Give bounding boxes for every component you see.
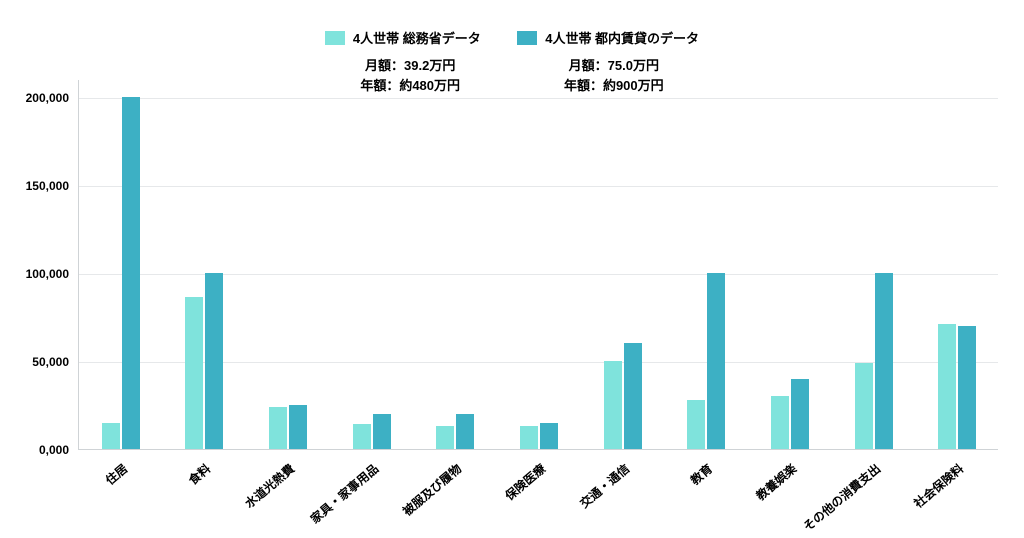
y-tick-label: 100,000 bbox=[26, 267, 79, 281]
plot-area: 0,00050,000100,000150,000200,000 bbox=[78, 80, 998, 450]
legend-swatch-b bbox=[517, 31, 537, 45]
bar-series-a bbox=[604, 361, 622, 449]
legend-swatch-a bbox=[325, 31, 345, 45]
legend-label-b: 4人世帯 都内賃貸のデータ bbox=[545, 28, 699, 47]
bar-series-a bbox=[353, 424, 371, 449]
bar-series-b bbox=[791, 379, 809, 449]
bar-series-b bbox=[289, 405, 307, 449]
bar-series-a bbox=[520, 426, 538, 449]
bar-series-a bbox=[938, 324, 956, 449]
y-tick-label: 150,000 bbox=[26, 179, 79, 193]
bar-series-b bbox=[373, 414, 391, 449]
gridline bbox=[79, 98, 998, 99]
legend-item-series-a: 4人世帯 総務省データ bbox=[325, 28, 481, 47]
legend-label-a: 4人世帯 総務省データ bbox=[353, 28, 481, 47]
bar-series-b bbox=[122, 97, 140, 449]
y-tick-label: 50,000 bbox=[32, 355, 79, 369]
legend-sub-b-monthly: 月額：75.0万円 bbox=[514, 56, 714, 77]
bar-series-b bbox=[958, 326, 976, 449]
legend-item-series-b: 4人世帯 都内賃貸のデータ bbox=[517, 28, 699, 47]
bar-series-a bbox=[269, 407, 287, 449]
bar-series-a bbox=[185, 297, 203, 449]
household-expense-chart: 4人世帯 総務省データ 4人世帯 都内賃貸のデータ 月額：39.2万円 年額：約… bbox=[0, 0, 1024, 538]
bar-series-b bbox=[205, 273, 223, 449]
bar-series-a bbox=[687, 400, 705, 449]
bar-series-a bbox=[855, 363, 873, 449]
y-tick-label: 0,000 bbox=[39, 443, 79, 457]
legend-sub-a-monthly: 月額：39.2万円 bbox=[310, 56, 510, 77]
bar-series-a bbox=[771, 396, 789, 449]
bar-series-a bbox=[436, 426, 454, 449]
gridline bbox=[79, 186, 998, 187]
y-tick-label: 200,000 bbox=[26, 91, 79, 105]
bar-series-b bbox=[707, 273, 725, 449]
bar-series-b bbox=[875, 273, 893, 449]
x-axis-labels: 住居食料水道光熱費家具・家事用品被服及び履物保険医療交通・通信教育教養娯楽その他… bbox=[78, 452, 998, 532]
bar-series-b bbox=[624, 343, 642, 449]
bar-series-a bbox=[102, 423, 120, 449]
legend-row: 4人世帯 総務省データ 4人世帯 都内賃貸のデータ bbox=[309, 28, 715, 50]
